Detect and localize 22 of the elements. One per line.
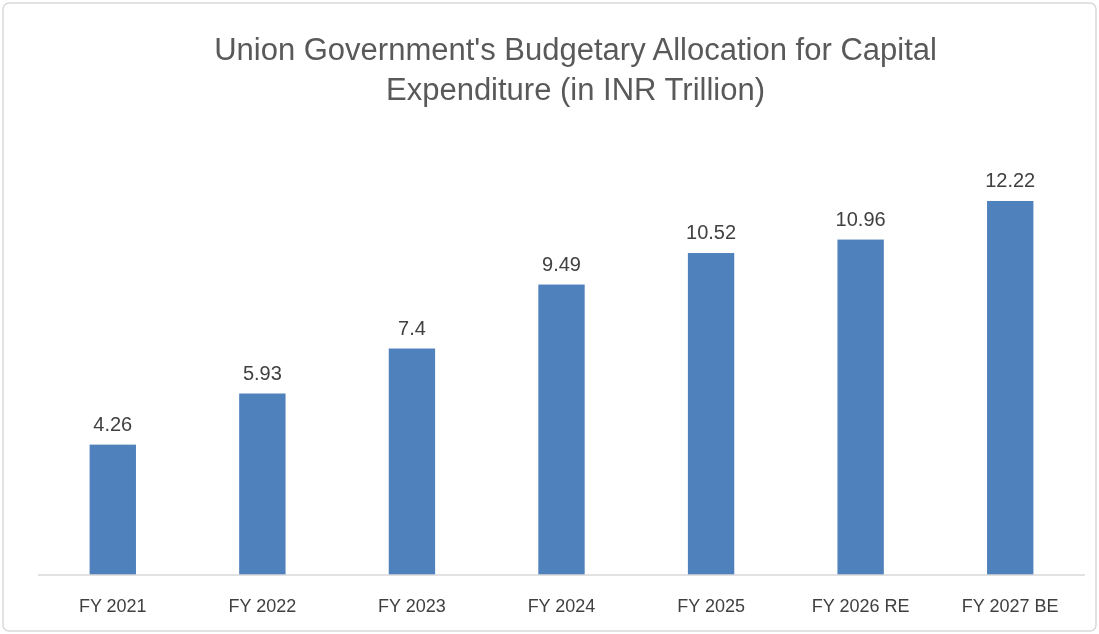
chart-title: Union Government's Budgetary Allocation for Capital Expenditure (in INR Trillion) xyxy=(214,32,937,107)
x-tick-label: FY 2021 xyxy=(78,596,147,616)
data-label: 7.4 xyxy=(398,316,426,339)
data-label: 12.22 xyxy=(985,169,1036,191)
data-label: 5.93 xyxy=(242,361,282,384)
x-tick-label: FY 2024 xyxy=(527,596,596,616)
data-label: 10.52 xyxy=(686,221,737,244)
x-tick-label: FY 2027 BE xyxy=(961,596,1059,616)
bar xyxy=(538,284,585,575)
bar xyxy=(239,393,286,575)
bar xyxy=(388,348,436,575)
bar xyxy=(89,444,136,575)
bar xyxy=(687,253,735,575)
x-tick-label: FY 2026 RE xyxy=(811,596,910,616)
data-label: 4.26 xyxy=(93,412,133,435)
x-tick-label: FY 2022 xyxy=(228,596,297,616)
data-label: 9.49 xyxy=(542,252,581,275)
data-label: 10.96 xyxy=(835,207,886,230)
x-tick-label: FY 2025 xyxy=(677,596,745,616)
x-tick-label: FY 2023 xyxy=(378,596,446,616)
bar xyxy=(837,239,884,575)
bar xyxy=(987,201,1034,575)
